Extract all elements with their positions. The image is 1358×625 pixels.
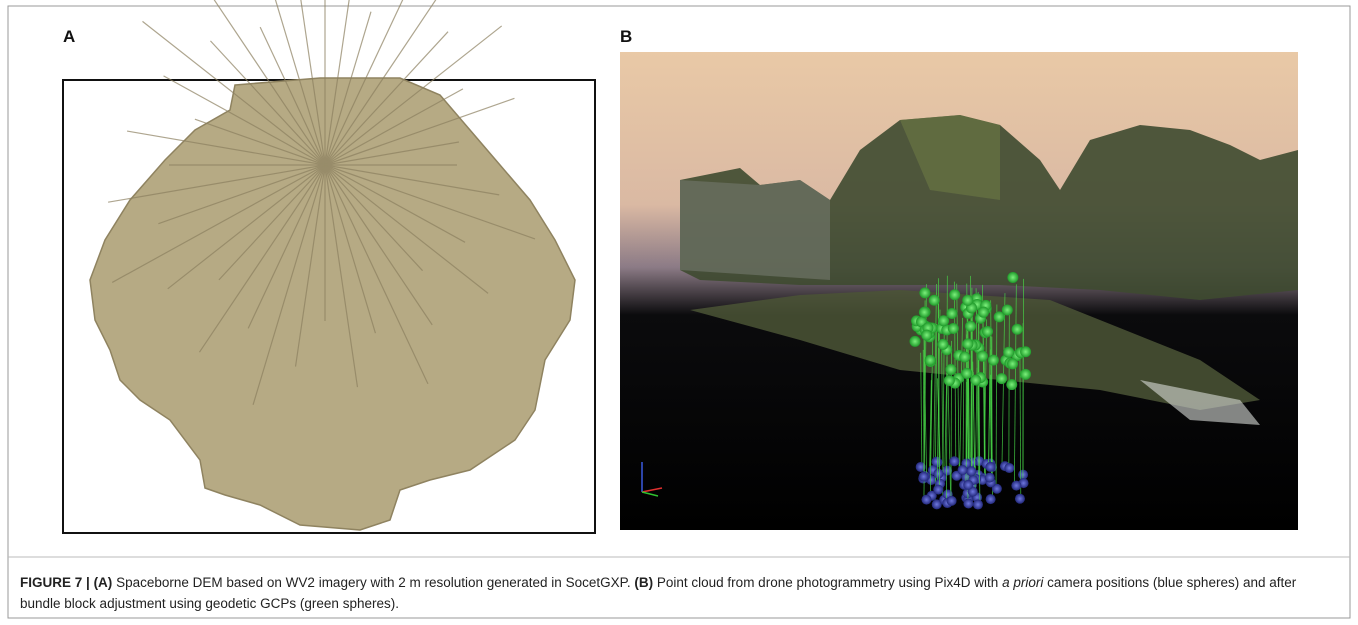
blue-sphere — [933, 485, 943, 495]
panel-marker: (A) — [94, 575, 113, 590]
green-sphere — [970, 375, 981, 386]
panel-label: A — [63, 27, 75, 47]
green-sphere — [982, 326, 993, 337]
green-sphere — [938, 315, 949, 326]
blue-sphere — [1011, 481, 1021, 491]
caption-italic: a priori — [1002, 575, 1043, 590]
blue-sphere — [986, 494, 996, 504]
green-sphere — [944, 375, 955, 386]
blue-sphere — [919, 472, 929, 482]
green-sphere — [988, 355, 999, 366]
blue-sphere — [973, 500, 983, 510]
green-sphere — [937, 339, 948, 350]
green-sphere — [961, 368, 972, 379]
green-sphere — [910, 336, 921, 347]
green-sphere — [929, 295, 940, 306]
blue-sphere — [963, 480, 973, 490]
blue-sphere — [985, 462, 995, 472]
blue-sphere — [921, 495, 931, 505]
blue-sphere — [947, 496, 957, 506]
blue-sphere — [932, 457, 942, 467]
cliff — [680, 180, 830, 280]
blue-sphere — [933, 469, 943, 479]
green-sphere — [962, 338, 973, 349]
green-sphere — [919, 307, 930, 318]
green-sphere — [925, 355, 936, 366]
green-sphere — [978, 307, 989, 318]
panel-label: B — [620, 27, 632, 47]
green-sphere — [1020, 346, 1031, 357]
green-sphere — [945, 364, 956, 375]
green-sphere — [1006, 379, 1017, 390]
green-sphere — [1020, 369, 1031, 380]
blue-sphere — [963, 499, 973, 509]
green-sphere — [948, 323, 959, 334]
green-sphere — [949, 289, 960, 300]
green-sphere — [962, 295, 973, 306]
figure: A B FIGURE 7 | (A) Spaceborne DEM based … — [0, 0, 1358, 625]
green-sphere — [977, 351, 988, 362]
green-sphere — [996, 373, 1007, 384]
green-sphere — [965, 321, 976, 332]
blue-sphere — [1004, 463, 1014, 473]
green-sphere — [1007, 272, 1018, 283]
green-sphere — [1007, 358, 1018, 369]
panel-marker: (B) — [634, 575, 653, 590]
green-sphere — [1003, 347, 1014, 358]
green-sphere — [1012, 324, 1023, 335]
caption-text: Spaceborne DEM based on WV2 imagery with… — [116, 575, 631, 590]
green-sphere — [946, 308, 957, 319]
blue-sphere — [1015, 494, 1025, 504]
caption: FIGURE 7 | (A) Spaceborne DEM based on W… — [20, 572, 1330, 614]
blue-sphere — [985, 473, 995, 483]
green-sphere — [921, 330, 932, 341]
green-sphere — [959, 351, 970, 362]
green-sphere — [1002, 305, 1013, 316]
green-sphere — [919, 287, 930, 298]
caption-text: Point cloud from drone photogrammetry us… — [657, 575, 998, 590]
blue-sphere — [949, 456, 959, 466]
blue-sphere — [966, 466, 976, 476]
blue-sphere — [958, 465, 968, 475]
figure-label: FIGURE 7 | — [20, 575, 90, 590]
figure-art — [0, 0, 1358, 625]
